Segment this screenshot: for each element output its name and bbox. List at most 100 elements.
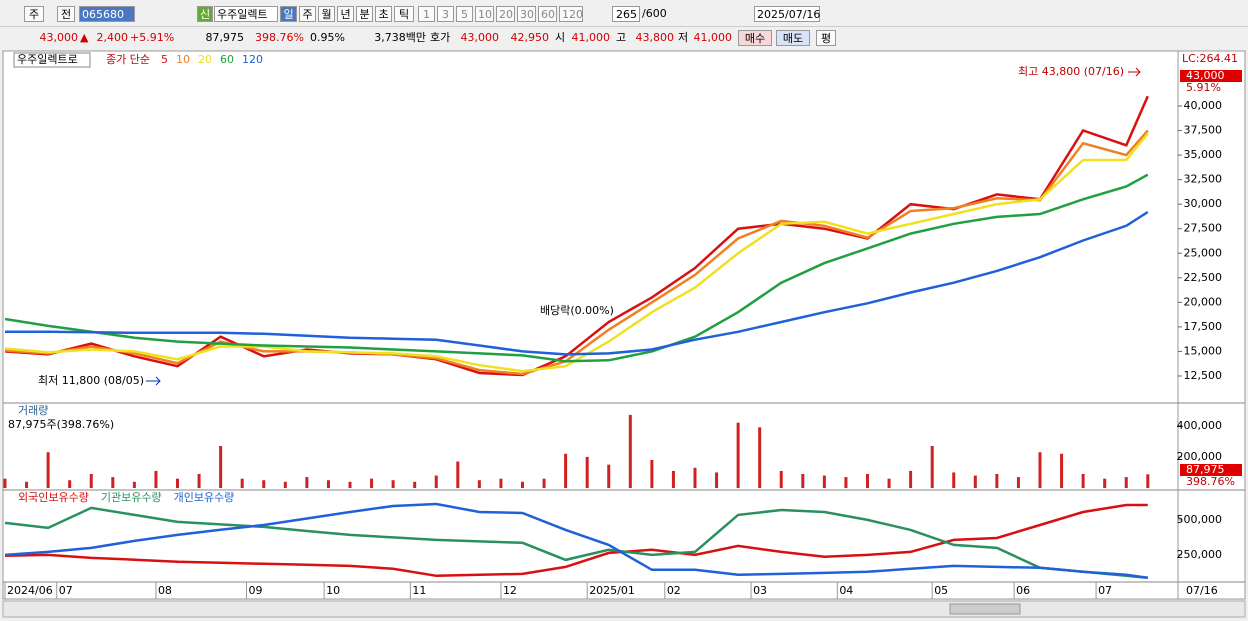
volume-bar: [607, 464, 611, 488]
x-tick-label: 03: [753, 584, 767, 597]
amount: 3,738백만: [374, 31, 426, 44]
annotation: 최저 11,800 (08/05): [38, 374, 144, 387]
volume-bar: [736, 422, 740, 488]
interval-button[interactable]: 60: [538, 6, 557, 22]
code-input[interactable]: 065680: [79, 6, 135, 22]
x-tick-label: 2024/06: [7, 584, 53, 597]
legend-entry: 20: [198, 53, 212, 66]
prev-button[interactable]: 전: [57, 6, 75, 22]
volume-bar: [693, 467, 697, 488]
stock-name: 우주일렉트: [214, 6, 278, 22]
volume-bar: [671, 470, 675, 488]
volume-bar: [46, 452, 50, 488]
count-input[interactable]: 265: [612, 6, 640, 22]
volume-bar: [111, 477, 115, 488]
interval-button[interactable]: 30: [517, 6, 536, 22]
volume-bar: [521, 481, 524, 488]
chart-title: 우주일렉트로: [17, 52, 78, 66]
market-select[interactable]: 주: [24, 6, 44, 22]
legend-entry: 기관보유수량: [101, 491, 162, 504]
date-input[interactable]: 2025/07/16: [754, 6, 820, 22]
volume-bar: [3, 478, 7, 488]
chart-frame: [2, 50, 1246, 600]
y-tick-label: 250,000: [1177, 548, 1223, 561]
x-tick-label: 09: [249, 584, 263, 597]
volume-bar: [585, 456, 589, 488]
volume-bar: [779, 470, 783, 488]
volume-bar: [628, 414, 632, 488]
volume-bar: [650, 460, 654, 488]
x-tick-label: 07: [59, 584, 73, 597]
period-button[interactable]: 년: [337, 6, 354, 22]
y-tick-label: 40,000: [1184, 99, 1223, 112]
volume-bar: [887, 478, 891, 488]
price: 43,000: [39, 31, 79, 44]
volume-bar: [305, 477, 309, 488]
period-button[interactable]: 월: [318, 6, 335, 22]
series-line: [4, 502, 1148, 580]
interval-button[interactable]: 5: [456, 6, 473, 22]
volume-bar: [1081, 474, 1085, 488]
volume-bar: [25, 481, 29, 488]
volume-bar: [866, 474, 869, 488]
series-line: [4, 503, 1148, 578]
volume-bar: [909, 470, 913, 488]
buy-button[interactable]: 매수: [738, 30, 772, 46]
period-button[interactable]: 분: [356, 6, 373, 22]
period-button[interactable]: 일: [280, 6, 297, 22]
interval-button[interactable]: 1: [418, 6, 435, 22]
price-box: [1180, 70, 1242, 82]
interval-button[interactable]: 20: [496, 6, 515, 22]
x-tick-label: 08: [158, 584, 172, 597]
avg-button[interactable]: 평: [816, 30, 836, 46]
annotation: 최고 43,800 (07/16): [1018, 65, 1124, 78]
volume: 87,975: [205, 31, 245, 44]
count-max: /600: [642, 7, 667, 20]
change: 2,400: [96, 31, 129, 44]
series-line: [5, 210, 1149, 356]
legend-entry: 120: [242, 53, 263, 66]
toolbar: 주 전 065680 신 우주일렉트 일 주 월 년 분 초 틱 1 3 5 1…: [0, 3, 1248, 24]
scrollbar[interactable]: [2, 600, 1246, 618]
period-button[interactable]: 틱: [394, 6, 414, 22]
volume-bar: [262, 480, 266, 488]
volume-bar: [1124, 477, 1128, 488]
legend-entry: 60: [220, 53, 234, 66]
y-tick-label: 200,000: [1177, 450, 1223, 463]
legend-entry: 외국인보유수량: [18, 491, 89, 504]
volume-bar: [499, 478, 503, 488]
volume-bar: [456, 461, 460, 488]
ask-label: 호가: [430, 31, 451, 44]
volume-bar: [154, 470, 158, 488]
legend-entry: 5: [161, 53, 168, 66]
interval-button[interactable]: 10: [475, 6, 494, 22]
annotation-arrow: [146, 376, 161, 386]
volume-bar: [844, 477, 848, 488]
volume-bar: [219, 446, 223, 488]
y-tick-label: 500,000: [1177, 513, 1223, 526]
volume-rate: 398.76%: [255, 31, 304, 44]
annotation-arrow: [1128, 67, 1141, 77]
y-tick-label: 22,500: [1184, 271, 1223, 284]
volume-bar: [434, 475, 438, 488]
volume-bar: [391, 480, 395, 488]
scroll-thumb[interactable]: [949, 603, 1021, 615]
period-button[interactable]: 주: [299, 6, 316, 22]
interval-button[interactable]: 3: [437, 6, 454, 22]
period-button[interactable]: 초: [375, 6, 392, 22]
open-label: 시: [555, 31, 566, 44]
x-tick-label: 04: [839, 584, 853, 597]
up-arrow: ▲: [80, 31, 89, 44]
right-label: 87,975: [1186, 463, 1225, 476]
interval-button[interactable]: 120: [559, 6, 583, 22]
volume-bar: [348, 481, 352, 488]
x-tick-label: 07: [1098, 584, 1112, 597]
ask: 43,000: [460, 31, 500, 44]
low: 41,000: [693, 31, 733, 44]
sell-button[interactable]: 매도: [776, 30, 810, 46]
volume-bar: [132, 481, 136, 488]
volume-bar: [801, 474, 805, 488]
y-tick-label: 32,500: [1184, 173, 1223, 186]
right-label: 43,000: [1186, 69, 1225, 82]
